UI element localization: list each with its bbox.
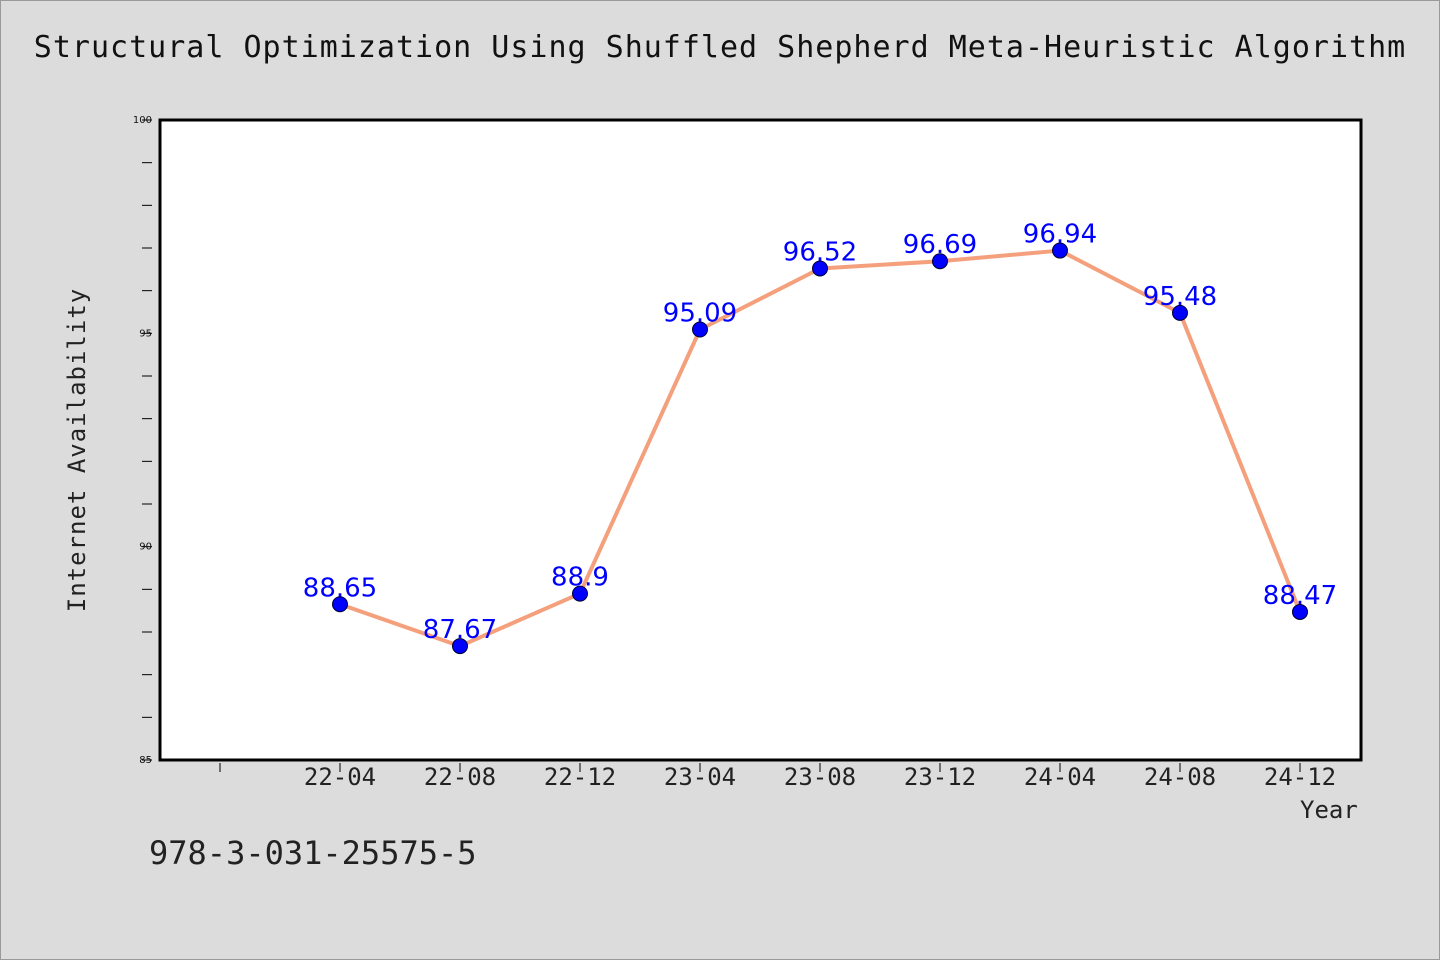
data-label: 88.47 xyxy=(1263,581,1337,611)
isbn-text: 978-3-031-25575-5 xyxy=(149,834,477,872)
data-label: 95.48 xyxy=(1143,282,1217,312)
chart-title: Structural Optimization Using Shuffled S… xyxy=(33,30,1407,65)
x-tick-label: 22-12 xyxy=(544,763,616,791)
data-label: 95.09 xyxy=(663,298,737,328)
y-tick-label: 100 xyxy=(133,115,152,126)
x-tick-label: 22-08 xyxy=(424,763,496,791)
series-group: 88.65 87.67 88.9 95.09 96.52 96.69 96.94 95.48 8… xyxy=(303,220,1337,655)
x-tick-label: 24-04 xyxy=(1024,763,1096,791)
data-point xyxy=(572,585,588,602)
data-point xyxy=(1052,242,1068,259)
data-point xyxy=(692,321,708,338)
data-point xyxy=(452,638,468,655)
data-label: 96.52 xyxy=(783,237,857,267)
data-label: 88.9 xyxy=(551,563,609,593)
y-tick-label: 95 xyxy=(139,328,152,339)
x-tick-label: 23-04 xyxy=(664,763,736,791)
data-label: 96.69 xyxy=(903,230,977,260)
x-tick-label: 23-08 xyxy=(784,763,856,791)
x-tick-label: 22-04 xyxy=(304,763,376,791)
y-tick-label: 85 xyxy=(139,755,152,766)
data-label: 88.65 xyxy=(303,573,377,603)
y-axis-ticks: 85 90 95 100 xyxy=(133,115,152,766)
x-tick-label: 24-08 xyxy=(1144,763,1216,791)
data-label: 96.94 xyxy=(1023,220,1097,250)
data-point xyxy=(1172,304,1188,321)
data-point xyxy=(1292,603,1308,620)
data-point xyxy=(932,253,948,270)
x-tick-label: 24-12 xyxy=(1264,763,1336,791)
x-tick-label: 23-12 xyxy=(904,763,976,791)
plot-border xyxy=(158,118,1363,762)
data-point xyxy=(332,596,348,613)
x-axis-label: Year xyxy=(1300,796,1358,824)
plot-area xyxy=(160,120,1361,760)
data-label: 87.67 xyxy=(423,615,497,645)
data-point xyxy=(812,260,828,277)
x-axis-ticks: 22-04 22-08 22-12 23-04 23-08 23-12 24-04 24-08… xyxy=(219,763,1336,791)
y-tick-label: 90 xyxy=(139,542,152,553)
